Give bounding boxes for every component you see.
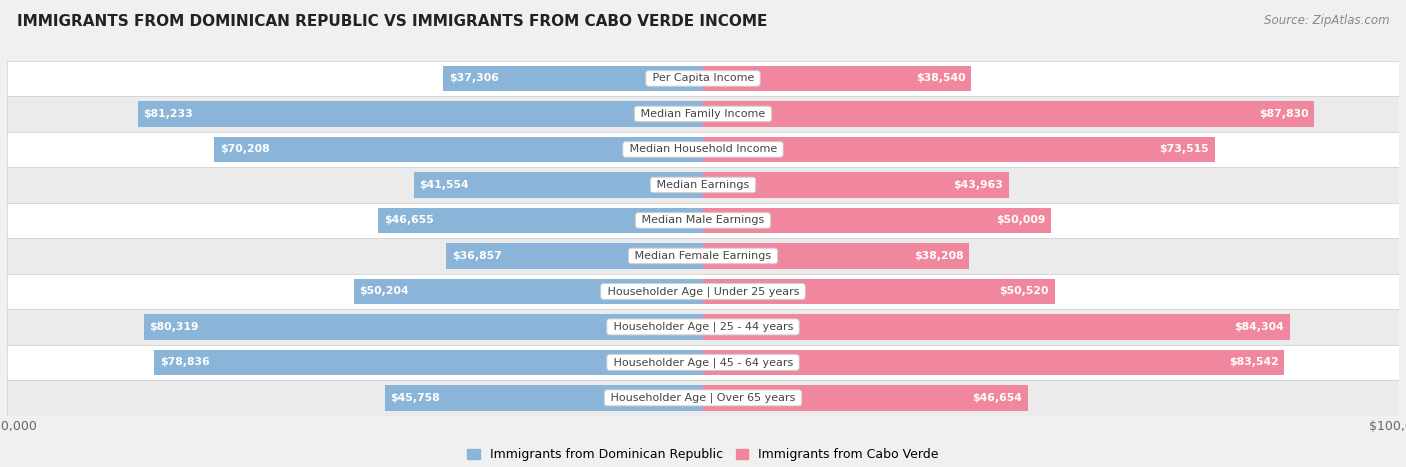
Bar — [378, 208, 703, 233]
Bar — [703, 137, 1215, 162]
Text: $80,319: $80,319 — [149, 322, 200, 332]
FancyBboxPatch shape — [7, 96, 1399, 132]
Text: $50,204: $50,204 — [359, 286, 409, 297]
Text: $50,520: $50,520 — [1000, 286, 1049, 297]
Text: $81,233: $81,233 — [143, 109, 193, 119]
Text: Median Household Income: Median Household Income — [626, 144, 780, 155]
FancyBboxPatch shape — [7, 203, 1399, 238]
Bar — [703, 66, 972, 91]
Text: $87,830: $87,830 — [1260, 109, 1309, 119]
Text: Householder Age | 25 - 44 years: Householder Age | 25 - 44 years — [610, 322, 796, 332]
Text: $46,654: $46,654 — [973, 393, 1022, 403]
Text: $84,304: $84,304 — [1234, 322, 1284, 332]
FancyBboxPatch shape — [7, 309, 1399, 345]
Text: $37,306: $37,306 — [449, 73, 499, 84]
Bar — [703, 208, 1052, 233]
Text: Householder Age | 45 - 64 years: Householder Age | 45 - 64 years — [610, 357, 796, 368]
Text: $70,208: $70,208 — [219, 144, 270, 155]
Bar — [447, 243, 703, 269]
Text: $43,963: $43,963 — [953, 180, 1004, 190]
Text: $78,836: $78,836 — [160, 357, 209, 368]
FancyBboxPatch shape — [7, 167, 1399, 203]
Bar — [214, 137, 703, 162]
Bar — [703, 243, 969, 269]
Text: $50,009: $50,009 — [995, 215, 1046, 226]
Bar — [703, 314, 1289, 340]
Text: Per Capita Income: Per Capita Income — [648, 73, 758, 84]
Text: $46,655: $46,655 — [384, 215, 433, 226]
Text: $83,542: $83,542 — [1229, 357, 1279, 368]
FancyBboxPatch shape — [7, 238, 1399, 274]
Text: $73,515: $73,515 — [1160, 144, 1209, 155]
Legend: Immigrants from Dominican Republic, Immigrants from Cabo Verde: Immigrants from Dominican Republic, Immi… — [463, 443, 943, 466]
Bar — [353, 279, 703, 304]
Bar — [703, 350, 1285, 375]
Text: IMMIGRANTS FROM DOMINICAN REPUBLIC VS IMMIGRANTS FROM CABO VERDE INCOME: IMMIGRANTS FROM DOMINICAN REPUBLIC VS IM… — [17, 14, 768, 29]
Bar — [703, 172, 1010, 198]
Text: Householder Age | Under 25 years: Householder Age | Under 25 years — [603, 286, 803, 297]
FancyBboxPatch shape — [7, 345, 1399, 380]
FancyBboxPatch shape — [7, 61, 1399, 96]
Bar — [703, 385, 1028, 410]
Bar — [384, 385, 703, 410]
Text: Median Female Earnings: Median Female Earnings — [631, 251, 775, 261]
Bar — [155, 350, 703, 375]
Text: Source: ZipAtlas.com: Source: ZipAtlas.com — [1264, 14, 1389, 27]
Bar — [143, 314, 703, 340]
Text: $38,208: $38,208 — [914, 251, 963, 261]
Bar — [703, 101, 1315, 127]
Text: $38,540: $38,540 — [917, 73, 966, 84]
Text: Median Family Income: Median Family Income — [637, 109, 769, 119]
Bar — [703, 279, 1054, 304]
Bar — [413, 172, 703, 198]
Text: $45,758: $45,758 — [389, 393, 440, 403]
Text: Median Earnings: Median Earnings — [654, 180, 752, 190]
Text: $36,857: $36,857 — [453, 251, 502, 261]
FancyBboxPatch shape — [7, 380, 1399, 416]
Text: Median Male Earnings: Median Male Earnings — [638, 215, 768, 226]
Text: $41,554: $41,554 — [419, 180, 470, 190]
Bar — [443, 66, 703, 91]
FancyBboxPatch shape — [7, 274, 1399, 309]
FancyBboxPatch shape — [7, 132, 1399, 167]
Bar — [138, 101, 703, 127]
Text: Householder Age | Over 65 years: Householder Age | Over 65 years — [607, 393, 799, 403]
